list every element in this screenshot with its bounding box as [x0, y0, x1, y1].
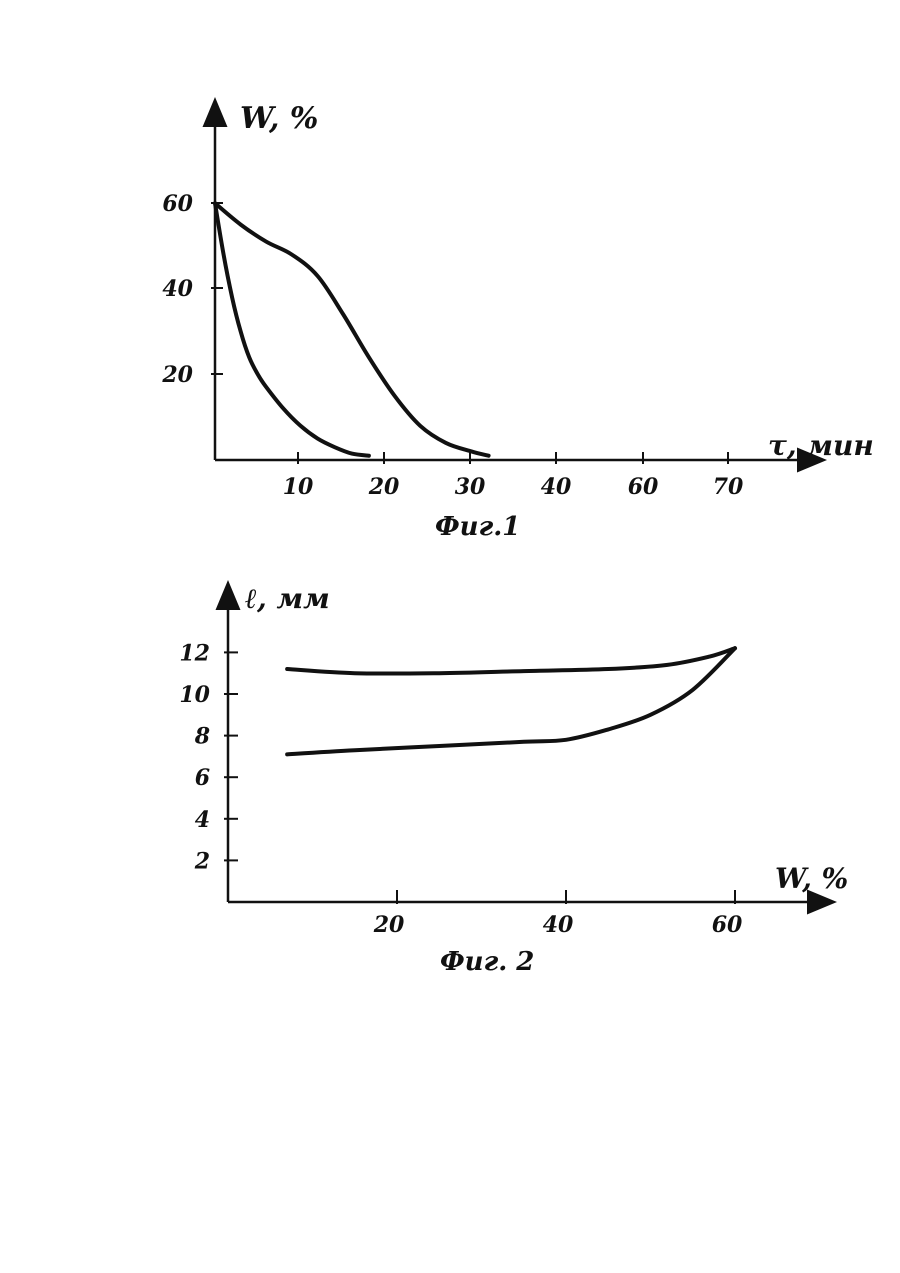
fig2-y-tick-label: 10 [179, 682, 210, 708]
fig1-curve-1 [215, 203, 369, 456]
fig2-y-tick-label: 12 [179, 640, 210, 666]
fig1-x-tick-label: 70 [713, 474, 744, 500]
figure-1: W, % τ, мин Фиг.1 10 20 30 40 60 70 20 40 60 [161, 101, 873, 542]
fig1-x-tick-label: 10 [283, 474, 314, 500]
fig1-y-tick-label: 60 [162, 191, 193, 217]
fig2-y-tick-label: 6 [195, 765, 210, 791]
fig2-y-tick-label: 4 [195, 807, 210, 833]
fig2-curve-1 [287, 648, 735, 673]
fig2-y-tick-label: 2 [194, 848, 210, 874]
fig2-y-tick-label: 8 [194, 724, 210, 750]
fig2-x-tick-label: 40 [543, 912, 574, 938]
fig1-x-tick-label: 20 [368, 474, 400, 500]
fig2-x-label: W, % [775, 862, 848, 895]
fig1-x-tick-label: 60 [628, 474, 659, 500]
fig1-curve-2 [215, 203, 489, 456]
fig2-caption: Фиг. 2 [440, 947, 534, 977]
fig1-y-tick-label: 40 [162, 276, 193, 302]
figure-2: ℓ, мм W, % Фиг. 2 20 40 60 2 4 6 8 10 12 [179, 582, 848, 977]
fig1-y-tick-label: 20 [161, 362, 193, 388]
fig1-caption: Фиг.1 [435, 512, 520, 542]
fig1-x-tick-label: 40 [541, 474, 572, 500]
fig1-x-tick-label: 30 [455, 474, 486, 500]
fig1-x-label: τ, мин [768, 429, 874, 462]
fig2-x-tick-label: 60 [712, 912, 743, 938]
fig2-y-label: ℓ, мм [244, 582, 330, 615]
fig1-y-label: W, % [240, 101, 318, 136]
fig2-x-tick-label: 20 [373, 912, 405, 938]
